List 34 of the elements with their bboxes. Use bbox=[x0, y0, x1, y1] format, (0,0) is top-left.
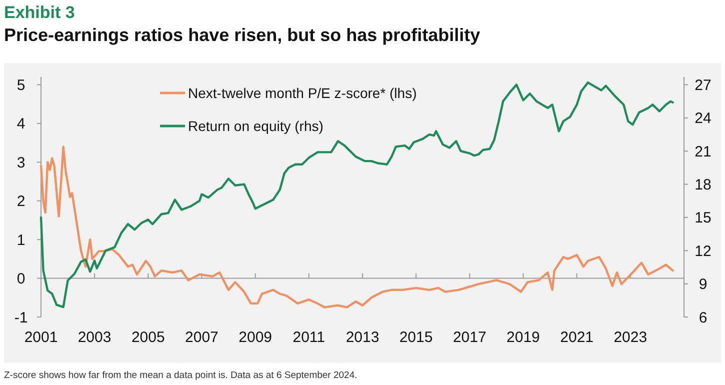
y-tick-label: 1 bbox=[16, 232, 26, 249]
x-tick-label: 2019 bbox=[506, 329, 540, 346]
x-tick-label: 2005 bbox=[131, 329, 165, 346]
y2-tick-label: 27 bbox=[694, 76, 712, 94]
y-tick-label: 0 bbox=[16, 270, 26, 288]
y-tick-label: -1 bbox=[14, 309, 28, 326]
y2-tick-label: 12 bbox=[694, 242, 712, 260]
x-tick-label: 2007 bbox=[185, 329, 218, 346]
legend-label: Next-twelve month P/E z-score* (lhs) bbox=[188, 84, 417, 101]
y-tick-label: 5 bbox=[16, 76, 26, 94]
y2-tick-label: 15 bbox=[694, 210, 712, 227]
y-tick-label: 4 bbox=[16, 116, 26, 133]
x-tick-label: 2021 bbox=[560, 329, 594, 346]
line-series bbox=[40, 81, 674, 308]
text: Z-score shows how far from the mean a data point is. Data as at 6 September 2024. bbox=[4, 370, 358, 381]
y2-tick-label: 24 bbox=[694, 110, 712, 128]
x-tick-label: 2001 bbox=[24, 329, 58, 346]
y-tick-label: 3 bbox=[16, 154, 26, 172]
y2-tick-label: 18 bbox=[694, 176, 712, 194]
x-tick-label: 2015 bbox=[399, 329, 433, 346]
text: Exhibit 3 bbox=[4, 3, 75, 22]
line-series bbox=[40, 146, 674, 308]
chart-title: Price-earnings ratios have risen, but so has profitability bbox=[4, 25, 480, 45]
y2-tick-label: 21 bbox=[694, 143, 712, 160]
x-tick-label: 2011 bbox=[292, 329, 326, 346]
x-tick-label: 2013 bbox=[346, 329, 380, 346]
y-tick-label: 2 bbox=[16, 193, 26, 210]
y2-tick-label: 6 bbox=[698, 309, 708, 326]
x-tick-label: 2017 bbox=[452, 329, 486, 346]
x-tick-label: 2003 bbox=[78, 329, 112, 346]
legend-label: Return on equity (rhs) bbox=[188, 118, 324, 134]
y2-tick-label: 9 bbox=[698, 276, 708, 294]
x-tick-label: 2009 bbox=[238, 329, 272, 346]
x-tick-label: 2023 bbox=[614, 329, 648, 346]
